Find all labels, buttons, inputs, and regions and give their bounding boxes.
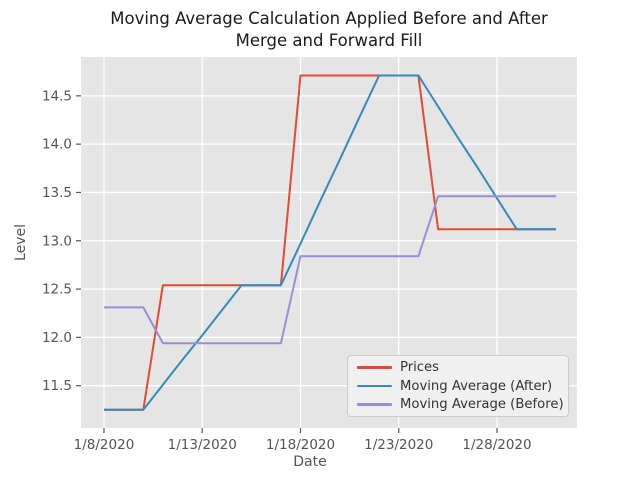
prices-line-swatch xyxy=(357,366,392,369)
series-line-prices xyxy=(104,74,556,411)
ma-before-line-swatch xyxy=(357,403,392,406)
chart-title-line2: Merge and Forward Fill xyxy=(235,31,423,51)
series-line-moving-average-before xyxy=(104,195,556,345)
x-tick-label: 1/23/2020 xyxy=(364,437,433,453)
x-tick-label: 1/8/2020 xyxy=(74,437,135,453)
y-tick-label: 14.0 xyxy=(42,137,72,153)
y-axis-label: Level xyxy=(13,224,29,261)
ma-after-line-swatch xyxy=(357,384,392,388)
y-tick-label: 13.0 xyxy=(42,233,72,249)
legend-label: Moving Average (After) xyxy=(400,378,553,394)
legend-item-ma-before: Moving Average (Before) xyxy=(348,395,568,414)
y-tick-label: 12.5 xyxy=(42,282,72,298)
series-line-moving-average-after xyxy=(104,74,556,411)
legend-item-ma-after: Moving Average (After) xyxy=(348,377,568,396)
y-tick-label: 13.5 xyxy=(42,185,72,201)
legend: Prices Moving Average (After) Moving Ave… xyxy=(347,355,569,417)
x-axis-label: Date xyxy=(293,454,326,470)
chart-title: Moving Average Calculation Applied Befor… xyxy=(9,8,640,53)
legend-label: Moving Average (Before) xyxy=(400,397,564,413)
chart-title-line1: Moving Average Calculation Applied Befor… xyxy=(110,9,548,28)
x-tick-label: 1/13/2020 xyxy=(168,437,237,453)
legend-item-prices: Prices xyxy=(348,358,568,377)
y-tick-label: 12.0 xyxy=(42,330,72,346)
x-tick-label: 1/28/2020 xyxy=(462,437,531,453)
legend-label: Prices xyxy=(400,359,440,375)
x-tick-label: 1/18/2020 xyxy=(266,437,335,453)
y-tick-label: 14.5 xyxy=(42,88,72,104)
y-tick-label: 11.5 xyxy=(42,378,72,394)
